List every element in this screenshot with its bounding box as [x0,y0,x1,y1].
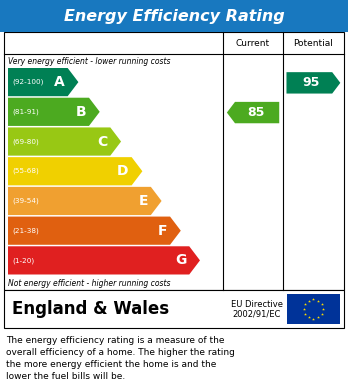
Text: (81-91): (81-91) [12,109,39,115]
Text: Not energy efficient - higher running costs: Not energy efficient - higher running co… [8,278,171,287]
Text: A: A [54,75,65,89]
Polygon shape [286,72,340,93]
Polygon shape [8,127,121,156]
Text: C: C [97,135,107,149]
Bar [4,32,344,290]
Text: (92-100): (92-100) [12,79,44,85]
Polygon shape [8,217,181,245]
Bar [287,294,340,324]
Text: Very energy efficient - lower running costs: Very energy efficient - lower running co… [8,57,171,66]
Text: E: E [139,194,148,208]
Text: 2002/91/EC: 2002/91/EC [233,309,281,318]
Text: D: D [117,164,129,178]
Text: (39-54): (39-54) [12,198,39,204]
Text: (55-68): (55-68) [12,168,39,174]
Polygon shape [8,98,100,126]
Bar [0,0,348,32]
Text: (21-38): (21-38) [12,228,39,234]
Bar [4,290,344,328]
Text: Energy Efficiency Rating: Energy Efficiency Rating [64,9,284,23]
Text: 85: 85 [247,106,264,119]
Text: B: B [76,105,86,119]
Text: (1-20): (1-20) [12,257,34,264]
Polygon shape [8,187,161,215]
Polygon shape [8,68,78,96]
Text: 95: 95 [302,76,319,90]
Polygon shape [8,157,142,185]
Text: Current: Current [236,38,270,47]
Text: England & Wales: England & Wales [12,300,169,318]
Text: (69-80): (69-80) [12,138,39,145]
Text: G: G [175,253,186,267]
Text: F: F [158,224,167,238]
Polygon shape [8,246,200,274]
Text: The energy efficiency rating is a measure of the
overall efficiency of a home. T: The energy efficiency rating is a measur… [6,336,235,382]
Polygon shape [227,102,279,123]
Text: Potential: Potential [293,38,333,47]
Text: EU Directive: EU Directive [231,300,283,309]
